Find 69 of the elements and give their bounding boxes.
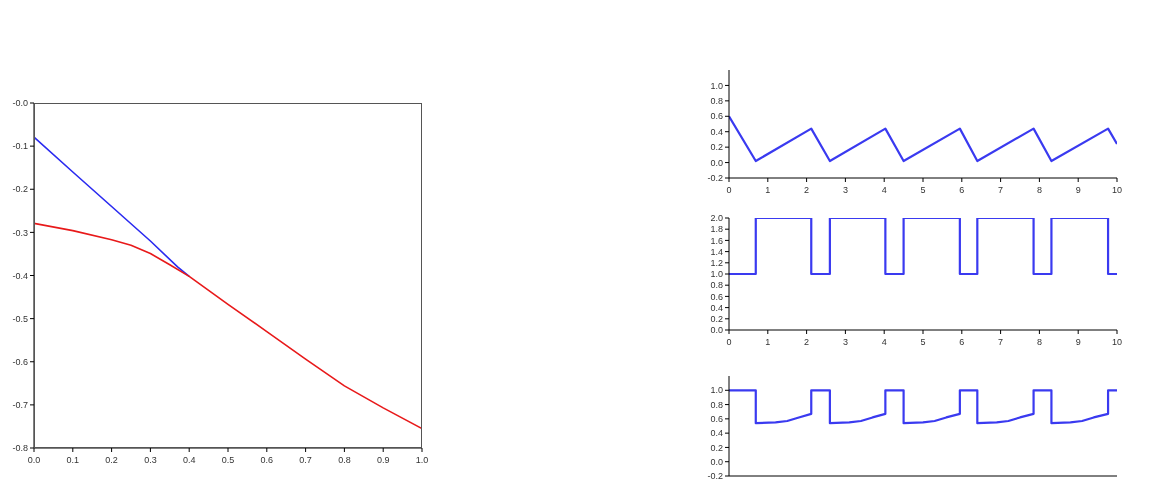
- x-tick-label: 0: [726, 185, 732, 196]
- y-tick-label: 0.4: [710, 126, 723, 137]
- x-tick-label: 0.2: [105, 455, 118, 466]
- x-tick-label: 0.8: [338, 455, 351, 466]
- y-tick-label: 1.8: [710, 224, 723, 235]
- x-tick-label: 7: [998, 337, 1004, 348]
- y-tick-label: -0.0: [12, 98, 28, 109]
- x-tick-label: 0: [726, 337, 732, 348]
- y-tick-label: 0.6: [710, 414, 723, 425]
- y-tick-label: 0.8: [710, 399, 723, 410]
- x-tick-label: 7: [998, 185, 1004, 196]
- x-tick-label: 0.5: [221, 455, 235, 466]
- y-tick-label: 1.0: [710, 269, 723, 280]
- y-tick-label: 0.2: [710, 313, 723, 324]
- y-tick-label: -0.5: [12, 313, 28, 324]
- x-tick-label: 4: [881, 185, 887, 196]
- y-tick-label: 1.0: [710, 385, 723, 396]
- x-tick-label: 8: [1036, 337, 1042, 348]
- y-tick-label: -0.3: [12, 227, 28, 238]
- x-tick-label: 3: [842, 337, 848, 348]
- y-tick-label: -0.4: [12, 270, 28, 281]
- x-tick-label: 0.0: [27, 455, 41, 466]
- y-tick-label: 0.0: [710, 157, 723, 168]
- x-tick-label: 10: [1111, 337, 1123, 348]
- y-tick-label: 0.6: [710, 111, 723, 122]
- y-tick-label: 2.0: [710, 213, 723, 224]
- x-tick-label: 8: [1036, 185, 1042, 196]
- x-tick-label: 9: [1075, 185, 1081, 196]
- line-series: [729, 115, 1117, 163]
- y-tick-label: 1.6: [710, 235, 723, 246]
- x-tick-label: 2: [804, 185, 810, 196]
- y-tick-label: -0.2: [707, 471, 723, 482]
- x-tick-label: 0.3: [144, 455, 157, 466]
- y-tick-label: 0.6: [710, 291, 723, 302]
- x-tick-label: 10: [1111, 185, 1123, 196]
- x-tick-label: 2: [804, 337, 810, 348]
- x-tick-label: 6: [959, 337, 965, 348]
- y-tick-label: 0.8: [710, 96, 723, 107]
- x-tick-label: 0.1: [66, 455, 80, 466]
- y-tick-label: 0.4: [710, 302, 723, 313]
- y-tick-label: 1.4: [710, 246, 723, 257]
- x-tick-label: 0.4: [182, 455, 196, 466]
- y-tick-label: -0.6: [12, 356, 28, 367]
- x-tick-label: 1: [765, 185, 771, 196]
- line-series: [34, 222, 422, 430]
- line-series: [729, 389, 1117, 425]
- x-tick-label: 3: [842, 185, 848, 196]
- y-tick-label: 1.0: [710, 80, 723, 91]
- x-tick-label: 0.7: [299, 455, 312, 466]
- x-tick-label: 0.6: [260, 455, 274, 466]
- y-tick-label: 0.0: [710, 325, 723, 336]
- y-tick-label: 0.4: [710, 428, 723, 439]
- y-tick-label: -0.8: [12, 443, 28, 454]
- x-tick-label: 4: [881, 337, 887, 348]
- x-tick-label: 6: [959, 185, 965, 196]
- y-tick-label: -0.7: [12, 400, 28, 411]
- y-tick-label: 0.8: [710, 280, 723, 291]
- y-tick-label: -0.2: [707, 173, 723, 184]
- x-tick-label: 5: [920, 185, 926, 196]
- y-tick-label: 0.2: [710, 442, 723, 453]
- y-tick-label: -0.2: [12, 184, 28, 195]
- y-tick-label: -0.1: [12, 141, 28, 152]
- x-tick-label: 1: [765, 337, 771, 348]
- x-tick-label: 0.9: [376, 455, 390, 466]
- x-tick-label: 1.0: [415, 455, 429, 466]
- x-tick-label: 5: [920, 337, 926, 348]
- x-tick-label: 9: [1075, 337, 1081, 348]
- y-tick-label: 0.2: [710, 142, 723, 153]
- y-tick-label: 1.2: [710, 257, 723, 268]
